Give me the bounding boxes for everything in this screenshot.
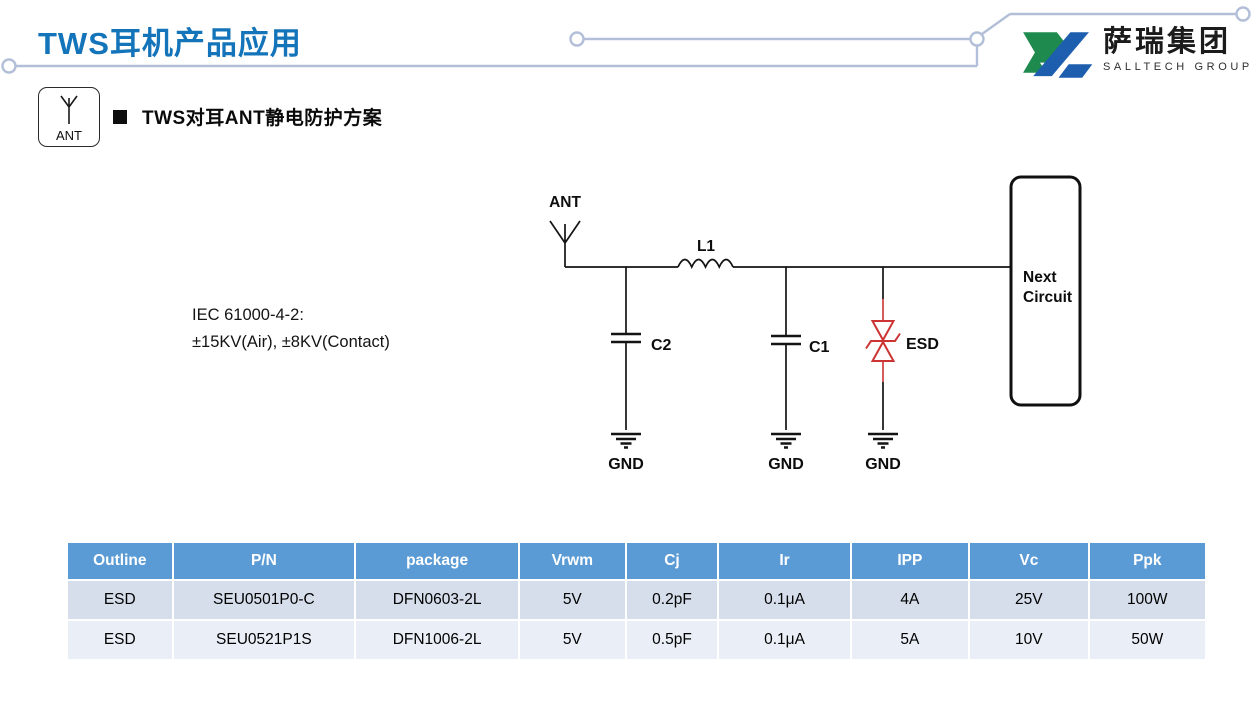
gnd-label: GND: [768, 456, 804, 473]
deco-node-circle: [1235, 6, 1251, 22]
table-cell: 0.1μA: [719, 581, 850, 619]
table-cell: 50W: [1089, 621, 1205, 659]
deco-node-circle: [569, 31, 585, 47]
c1-capacitor-plates: [771, 334, 801, 346]
col-header-ir: Ir: [719, 543, 850, 579]
iec-standard-note: IEC 61000-4-2: ±15KV(Air), ±8KV(Contact): [192, 302, 390, 356]
table-cell: ESD: [68, 581, 172, 619]
spec-table-container: Outline P/N package Vrwm Cj Ir IPP Vc Pp…: [66, 541, 1207, 661]
logo-name-en: SALLTECH GROUP: [1103, 60, 1253, 73]
table-header-row: Outline P/N package Vrwm Cj Ir IPP Vc Pp…: [68, 543, 1205, 579]
table-row: ESD SEU0501P0-C DFN0603-2L 5V 0.2pF 0.1μ…: [68, 581, 1205, 619]
section-heading-text: TWS对耳ANT静电防护方案: [142, 108, 383, 129]
table-row: ESD SEU0521P1S DFN1006-2L 5V 0.5pF 0.1μA…: [68, 621, 1205, 659]
next-circuit-label-line2: Circuit: [1023, 289, 1072, 306]
next-circuit-block: [1009, 175, 1082, 407]
schematic-wires: [549, 220, 1011, 449]
ground-symbols: [611, 432, 898, 449]
table-cell: SEU0501P0-C: [173, 581, 355, 619]
table-cell: 0.2pF: [626, 581, 718, 619]
iec-note-line1: IEC 61000-4-2:: [192, 306, 304, 324]
iec-note-line2: ±15KV(Air), ±8KV(Contact): [192, 333, 390, 351]
table-cell: 5A: [851, 621, 969, 659]
bullet-square-icon: [113, 109, 127, 124]
next-circuit-label-line1: Next: [1023, 269, 1057, 286]
table-cell: 0.5pF: [626, 621, 718, 659]
logo-name-cn: 萨瑞集团: [1103, 26, 1232, 58]
esd-protection-schematic: ANT L1 C2 C1 ESD GND GND GND Next Circui…: [549, 175, 1082, 473]
c2-capacitor-plates: [611, 332, 641, 344]
col-header-ppk: Ppk: [1089, 543, 1205, 579]
table-cell: 25V: [970, 581, 1088, 619]
inductor-label: L1: [697, 238, 715, 255]
col-header-package: package: [356, 543, 519, 579]
col-header-ipp: IPP: [851, 543, 969, 579]
section-heading: TWS对耳ANT静电防护方案: [113, 103, 382, 130]
deco-node-circle: [969, 31, 985, 47]
col-header-vc: Vc: [970, 543, 1088, 579]
col-header-pn: P/N: [173, 543, 355, 579]
table-cell: DFN0603-2L: [356, 581, 519, 619]
decorative-connector-lines: [1, 6, 1251, 74]
table-cell: 5V: [520, 581, 625, 619]
ant-label: ANT: [549, 194, 581, 211]
deco-node-circle: [1, 58, 17, 74]
table-cell: 4A: [851, 581, 969, 619]
antenna-symbol: [549, 220, 581, 267]
c1-label: C1: [809, 339, 830, 356]
table-cell: 100W: [1089, 581, 1205, 619]
gnd-label: GND: [608, 456, 644, 473]
gnd-label: GND: [865, 456, 901, 473]
table-cell: 0.1μA: [719, 621, 850, 659]
table-cell: DFN1006-2L: [356, 621, 519, 659]
logo-mark-icon: [1023, 32, 1093, 78]
table-cell: ESD: [68, 621, 172, 659]
page-title: TWS耳机产品应用: [38, 26, 302, 61]
company-logo: 萨瑞集团 SALLTECH GROUP: [1018, 26, 1253, 83]
tvs-diode-symbol: [865, 299, 901, 382]
col-header-vrwm: Vrwm: [520, 543, 625, 579]
col-header-cj: Cj: [626, 543, 718, 579]
ant-box-label: ANT: [56, 128, 82, 143]
col-header-outline: Outline: [68, 543, 172, 579]
table-cell: 5V: [520, 621, 625, 659]
inductor-coil: [677, 258, 734, 270]
esd-label: ESD: [906, 336, 939, 353]
ant-icon-box: ANT: [38, 87, 100, 147]
antenna-icon: [60, 95, 78, 124]
c2-label: C2: [651, 337, 672, 354]
spec-table: Outline P/N package Vrwm Cj Ir IPP Vc Pp…: [66, 541, 1207, 661]
table-cell: 10V: [970, 621, 1088, 659]
table-cell: SEU0521P1S: [173, 621, 355, 659]
